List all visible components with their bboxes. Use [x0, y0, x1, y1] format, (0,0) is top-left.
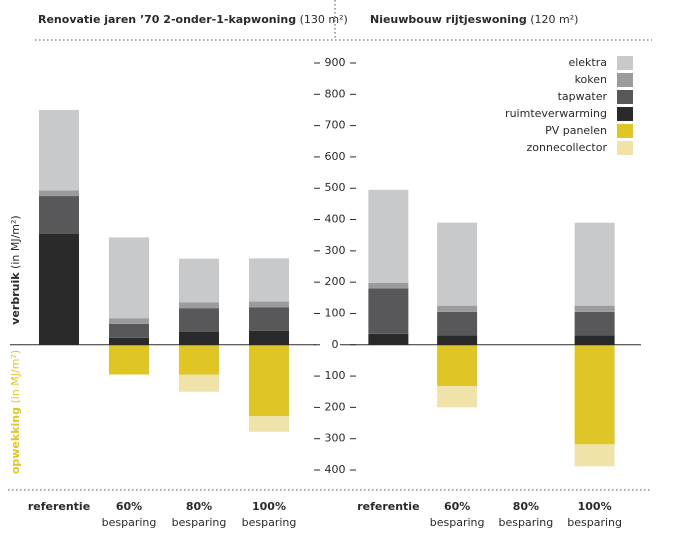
x-tick-note: besparing	[499, 516, 554, 529]
x-tick-label: 100%	[578, 500, 612, 513]
x-tick-note: besparing	[567, 516, 622, 529]
x-tick-note: besparing	[102, 516, 157, 529]
x-tick-label: 80%	[513, 500, 539, 513]
bar-segment	[249, 301, 289, 308]
bar-segment	[39, 196, 79, 234]
bar-segment	[574, 344, 615, 445]
y-tick-label: 200	[325, 275, 346, 288]
y-tick-label: 100	[325, 306, 346, 319]
y-label-unit: (in MJ/m²)	[9, 215, 22, 269]
panel-title: Renovatie jaren ’70 2-onder-1-kapwoning …	[38, 13, 348, 26]
y-tick-label: 800	[325, 87, 346, 100]
y-tick-label: 300	[325, 244, 346, 257]
legend-label: ruimteverwarming	[505, 107, 607, 120]
legend-label: elektra	[568, 56, 607, 69]
bar-segment	[249, 258, 289, 302]
bar-segment	[249, 416, 289, 432]
bar-segment	[39, 233, 79, 345]
y-tick-label: 0	[332, 338, 339, 351]
bar-segment	[437, 222, 478, 306]
y-label-title: verbruik	[9, 272, 22, 325]
legend-label: PV panelen	[545, 124, 607, 137]
bar-segment	[574, 444, 615, 467]
title: Nieuwbouw rijtjeswoning	[370, 13, 527, 26]
y-tick-label: 300	[325, 432, 346, 445]
bar-segment	[368, 288, 409, 334]
x-tick-label: 60%	[444, 500, 470, 513]
bar-segment	[179, 302, 219, 309]
x-tick-label: referentie	[357, 500, 419, 513]
bar-segment	[574, 335, 615, 345]
bar-segment	[437, 335, 478, 345]
x-tick-label: 100%	[252, 500, 286, 513]
bar-segment	[249, 307, 289, 331]
bar-segment	[368, 333, 409, 345]
x-tick-label: referentie	[28, 500, 90, 513]
bar-segment	[39, 190, 79, 197]
x-tick-note: besparing	[430, 516, 485, 529]
bar-segment	[179, 331, 219, 345]
y-tick-label: 200	[325, 400, 346, 413]
bar-segment	[437, 344, 478, 387]
panel-title: Nieuwbouw rijtjeswoning (120 m²)	[370, 13, 578, 26]
legend-swatch	[617, 56, 633, 70]
bar-segment	[574, 305, 615, 312]
bar-segment	[368, 282, 409, 289]
bar-segment	[109, 337, 149, 345]
x-tick-label: 60%	[116, 500, 142, 513]
legend-swatch	[617, 107, 633, 121]
y-tick-label: 400	[325, 213, 346, 226]
bar-segment	[109, 344, 149, 375]
legend-label: koken	[575, 73, 607, 86]
y-tick-label: 400	[325, 463, 346, 476]
legend-swatch	[617, 90, 633, 104]
y-label: opwekking (in MJ/m²)	[9, 350, 22, 474]
y-tick-label: 100	[325, 369, 346, 382]
title: Renovatie jaren ’70 2-onder-1-kapwoning	[38, 13, 296, 26]
x-tick-note: besparing	[172, 516, 227, 529]
bar-segment	[249, 344, 289, 417]
legend-swatch	[617, 141, 633, 155]
bar-segment	[249, 330, 289, 345]
legend-label: tapwater	[558, 90, 608, 103]
bar-segment	[437, 311, 478, 336]
bar-segment	[179, 344, 219, 375]
y-tick-label: 700	[325, 119, 346, 132]
y-tick-label: 600	[325, 150, 346, 163]
bar-segment	[368, 189, 409, 283]
x-tick-label: 80%	[186, 500, 212, 513]
bar-segment	[179, 308, 219, 332]
bar-segment	[109, 318, 149, 324]
bar-segment	[574, 311, 615, 336]
y-label-title: opwekking	[9, 407, 22, 474]
subtitle: (130 m²)	[300, 13, 348, 26]
y-tick-label: 900	[325, 56, 346, 69]
bar-segment	[109, 237, 149, 319]
subtitle: (120 m²)	[530, 13, 578, 26]
bar-segment	[437, 386, 478, 408]
bar-segment	[179, 258, 219, 303]
bar-segment	[574, 222, 615, 306]
x-tick-note: besparing	[242, 516, 297, 529]
bar-segment	[179, 374, 219, 392]
legend-label: zonnecollector	[527, 141, 608, 154]
bar-segment	[109, 323, 149, 338]
legend-swatch	[617, 73, 633, 87]
y-label-unit: (in MJ/m²)	[9, 350, 22, 404]
legend-swatch	[617, 124, 633, 138]
y-label: verbruik (in MJ/m²)	[9, 215, 22, 324]
bar-segment	[39, 109, 79, 191]
bar-segment	[437, 305, 478, 312]
y-tick-label: 500	[325, 181, 346, 194]
